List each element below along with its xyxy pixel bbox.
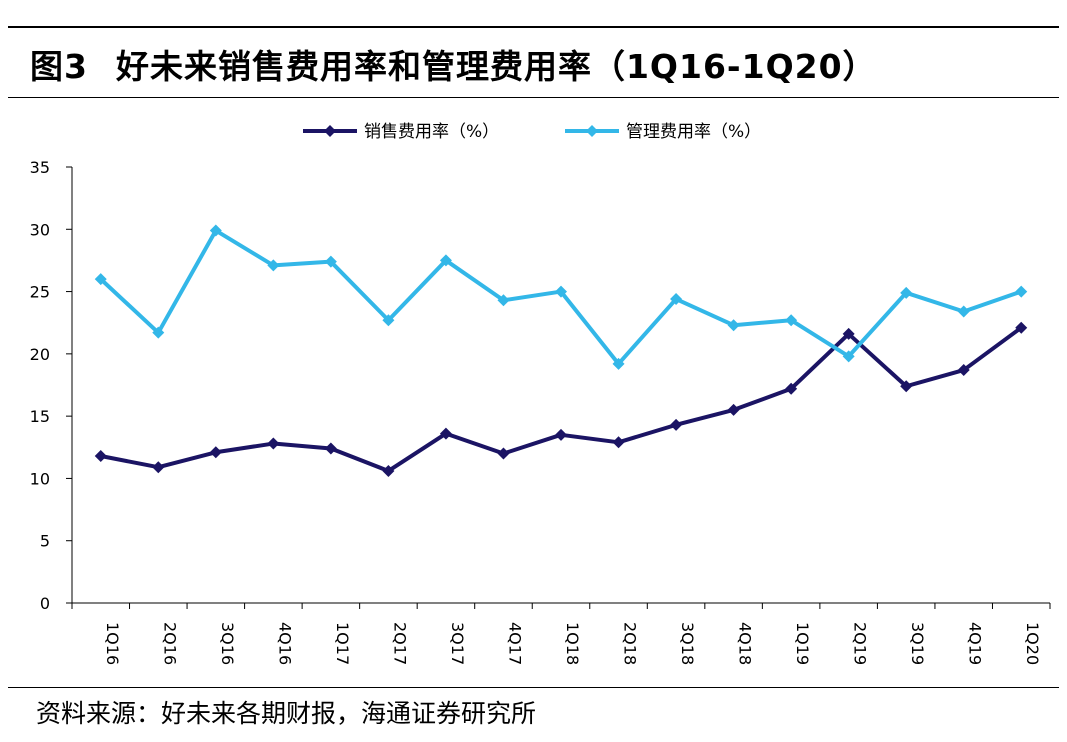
y-tick-label: 10 — [30, 469, 50, 488]
bottom-rule — [8, 687, 1059, 688]
x-tick-label: 2Q19 — [851, 622, 870, 665]
figure-title: 图3 好未来销售费用率和管理费用率（1Q16-1Q20） — [30, 40, 877, 88]
data-point — [267, 259, 280, 272]
data-point — [555, 285, 567, 298]
data-point — [900, 286, 913, 299]
top-rule — [8, 26, 1059, 28]
data-point — [612, 357, 625, 370]
y-tick-label: 0 — [40, 594, 50, 613]
data-point — [842, 327, 855, 340]
x-tick-label: 1Q20 — [1023, 622, 1042, 665]
data-point — [497, 447, 510, 460]
y-tick-label: 30 — [30, 220, 50, 239]
figure-label: 图3 — [30, 47, 88, 86]
x-tick-label: 4Q19 — [966, 622, 985, 665]
y-axis: 0 5 10 15 20 25 30 35 — [30, 158, 73, 613]
data-point — [94, 273, 107, 286]
series-selling — [94, 321, 1028, 477]
figure-title-text: 好未来销售费用率和管理费用率（1Q16-1Q20） — [115, 47, 877, 86]
series-layer — [94, 224, 1028, 477]
data-point — [555, 428, 567, 441]
data-point — [785, 314, 798, 327]
data-point — [439, 254, 452, 267]
data-point — [1015, 285, 1028, 298]
x-tick-label: 3Q18 — [678, 622, 697, 665]
data-point — [957, 305, 970, 318]
y-tick-label: 5 — [40, 532, 50, 551]
data-point — [382, 464, 395, 477]
series-admin — [94, 224, 1028, 370]
data-point — [612, 436, 625, 449]
x-tick-label: 2Q16 — [160, 622, 179, 665]
series-line — [100, 326, 1023, 473]
data-point — [727, 319, 740, 332]
x-tick-label: 3Q19 — [908, 622, 927, 665]
data-point — [670, 293, 683, 306]
legend: 销售费用率（%） 管理费用率（%） — [303, 122, 761, 142]
data-point — [209, 224, 222, 237]
data-point — [670, 418, 683, 431]
legend-label: 销售费用率（%） — [364, 122, 499, 142]
data-point — [727, 403, 740, 416]
legend-item: 销售费用率（%） — [303, 122, 499, 142]
data-point — [785, 382, 798, 395]
x-tick-label: 4Q16 — [275, 622, 294, 665]
data-point — [209, 446, 222, 459]
x-tick-label: 4Q17 — [505, 622, 524, 665]
data-point — [324, 442, 337, 455]
x-tick-label: 2Q18 — [621, 622, 640, 665]
x-tick-label: 3Q17 — [448, 622, 467, 665]
legend-marker — [324, 125, 336, 137]
x-tick-label: 1Q16 — [103, 622, 122, 665]
data-point — [324, 255, 337, 268]
y-tick-label: 20 — [30, 345, 50, 364]
data-point — [152, 326, 165, 339]
data-point — [267, 437, 280, 450]
data-point — [1015, 321, 1028, 334]
data-point — [842, 350, 855, 363]
y-tick-label: 25 — [30, 283, 50, 302]
legend-item: 管理费用率（%） — [565, 122, 761, 142]
x-tick-label: 3Q16 — [218, 622, 237, 665]
data-point — [900, 380, 913, 393]
x-tick-label: 2Q17 — [390, 622, 409, 665]
y-tick-label: 35 — [30, 158, 50, 177]
title-rule — [8, 97, 1059, 98]
legend-marker — [586, 125, 598, 137]
x-axis: 1Q16 2Q16 3Q16 4Q16 1Q17 2Q17 3Q17 4Q17 1Q18 2Q18… — [71, 602, 1051, 665]
data-point — [439, 427, 452, 440]
y-tick-label: 15 — [30, 407, 50, 426]
x-tick-label: 4Q18 — [736, 622, 755, 665]
x-tick-label: 1Q18 — [563, 622, 582, 665]
data-point — [94, 450, 107, 463]
source-note: 资料来源：好未来各期财报，海通证券研究所 — [36, 699, 537, 728]
data-point — [497, 294, 510, 307]
x-tick-label: 1Q19 — [793, 622, 812, 665]
data-point — [957, 364, 970, 377]
x-tick-label: 1Q17 — [333, 622, 352, 665]
legend-label: 管理费用率（%） — [626, 122, 761, 142]
data-point — [382, 314, 395, 327]
data-point — [152, 461, 165, 474]
